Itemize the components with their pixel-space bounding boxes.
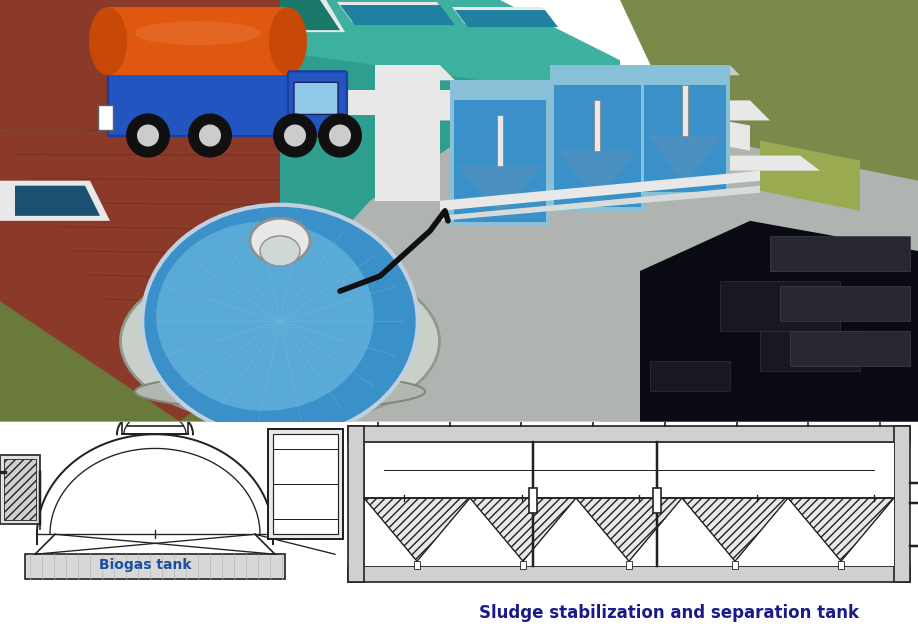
Polygon shape bbox=[644, 86, 726, 191]
Polygon shape bbox=[0, 181, 110, 221]
Bar bbox=[780, 286, 910, 321]
Bar bbox=[594, 100, 600, 150]
Bar bbox=[108, 74, 338, 136]
Circle shape bbox=[329, 124, 351, 146]
Bar bbox=[348, 426, 364, 582]
Bar bbox=[732, 561, 738, 569]
Bar bbox=[626, 561, 632, 569]
Polygon shape bbox=[270, 91, 560, 115]
Polygon shape bbox=[450, 155, 820, 171]
Bar bbox=[530, 488, 537, 513]
Bar bbox=[653, 488, 661, 513]
Bar bbox=[25, 554, 285, 579]
Polygon shape bbox=[85, 0, 600, 271]
Polygon shape bbox=[0, 0, 280, 131]
Polygon shape bbox=[220, 0, 340, 30]
Polygon shape bbox=[458, 165, 542, 216]
Polygon shape bbox=[558, 150, 637, 201]
Bar bbox=[273, 434, 338, 534]
Polygon shape bbox=[452, 7, 555, 24]
Bar bbox=[682, 86, 688, 136]
FancyBboxPatch shape bbox=[288, 71, 347, 136]
Circle shape bbox=[318, 113, 362, 158]
Polygon shape bbox=[620, 0, 918, 221]
Polygon shape bbox=[0, 0, 170, 131]
Polygon shape bbox=[0, 0, 85, 110]
Polygon shape bbox=[760, 141, 860, 210]
Polygon shape bbox=[450, 81, 565, 95]
Bar bbox=[770, 236, 910, 271]
Polygon shape bbox=[648, 136, 722, 186]
Ellipse shape bbox=[135, 374, 425, 409]
Polygon shape bbox=[15, 186, 100, 216]
Ellipse shape bbox=[89, 7, 127, 75]
Bar bbox=[720, 281, 840, 331]
Ellipse shape bbox=[135, 21, 261, 45]
Polygon shape bbox=[550, 65, 645, 210]
Polygon shape bbox=[560, 91, 750, 150]
Circle shape bbox=[188, 113, 232, 158]
Circle shape bbox=[273, 113, 317, 158]
Circle shape bbox=[126, 113, 170, 158]
Polygon shape bbox=[640, 65, 740, 75]
Polygon shape bbox=[640, 65, 730, 196]
Ellipse shape bbox=[260, 236, 300, 266]
Polygon shape bbox=[340, 5, 455, 25]
Text: Biogas tank: Biogas tank bbox=[99, 558, 191, 573]
Polygon shape bbox=[375, 65, 455, 81]
Polygon shape bbox=[280, 100, 918, 422]
Bar bbox=[4, 458, 36, 521]
Ellipse shape bbox=[142, 205, 418, 437]
Bar bbox=[348, 566, 910, 582]
Polygon shape bbox=[788, 498, 894, 561]
Polygon shape bbox=[455, 10, 558, 27]
Bar bbox=[0, 455, 40, 524]
Bar bbox=[348, 566, 910, 582]
Polygon shape bbox=[682, 498, 788, 561]
Polygon shape bbox=[454, 100, 546, 222]
Bar bbox=[760, 331, 860, 372]
Bar bbox=[650, 361, 730, 391]
Text: Sludge stabilization and separation tank: Sludge stabilization and separation tank bbox=[479, 604, 859, 622]
Polygon shape bbox=[470, 498, 576, 561]
Polygon shape bbox=[215, 0, 345, 32]
Bar bbox=[268, 429, 343, 540]
Ellipse shape bbox=[250, 218, 310, 264]
Polygon shape bbox=[450, 81, 550, 226]
Polygon shape bbox=[440, 171, 760, 210]
Bar bbox=[98, 105, 113, 131]
Bar bbox=[348, 426, 910, 443]
Circle shape bbox=[199, 124, 221, 146]
Bar bbox=[894, 426, 910, 582]
Bar bbox=[414, 561, 420, 569]
Polygon shape bbox=[375, 65, 440, 201]
FancyBboxPatch shape bbox=[294, 82, 338, 114]
Polygon shape bbox=[380, 100, 770, 120]
Polygon shape bbox=[550, 65, 657, 77]
Polygon shape bbox=[0, 301, 300, 422]
Bar bbox=[790, 331, 910, 366]
Bar bbox=[364, 443, 894, 566]
Polygon shape bbox=[220, 0, 340, 30]
Ellipse shape bbox=[120, 257, 440, 425]
Bar bbox=[520, 561, 526, 569]
Ellipse shape bbox=[269, 7, 307, 75]
Polygon shape bbox=[0, 70, 280, 422]
Bar bbox=[838, 561, 844, 569]
Polygon shape bbox=[576, 498, 682, 561]
Bar bbox=[108, 7, 288, 75]
Polygon shape bbox=[337, 2, 452, 22]
Bar bbox=[348, 426, 910, 443]
Polygon shape bbox=[270, 91, 580, 110]
Bar bbox=[497, 115, 503, 165]
Polygon shape bbox=[640, 221, 918, 422]
Polygon shape bbox=[600, 271, 918, 422]
Ellipse shape bbox=[156, 222, 374, 411]
Circle shape bbox=[284, 124, 306, 146]
Polygon shape bbox=[554, 86, 641, 207]
Polygon shape bbox=[200, 0, 620, 100]
Polygon shape bbox=[440, 186, 760, 221]
Polygon shape bbox=[364, 498, 470, 561]
Circle shape bbox=[137, 124, 159, 146]
